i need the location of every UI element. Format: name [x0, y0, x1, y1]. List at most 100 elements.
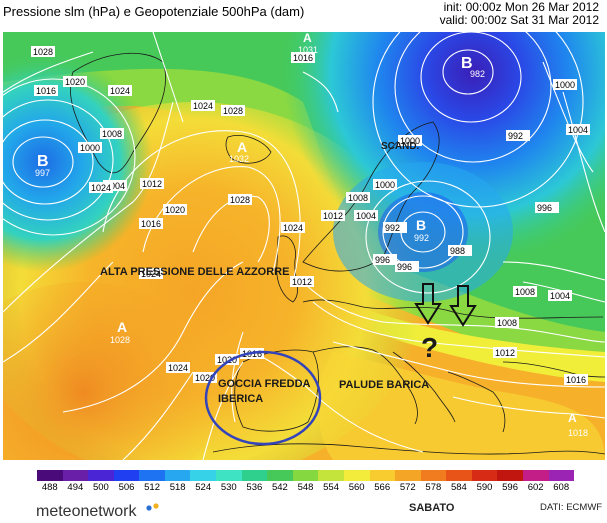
colorbar-swatch: [190, 470, 217, 481]
colorbar-swatch: [139, 470, 165, 481]
colorbar-swatch: [267, 470, 293, 481]
colorbar-tick: 578: [425, 482, 442, 493]
isobar-label: 1004: [550, 291, 570, 301]
iberic-circle: [204, 350, 322, 446]
isobar-label: 1020: [195, 373, 215, 383]
isobar-label: 992: [385, 223, 400, 233]
colorbar-tick: 524: [195, 482, 212, 493]
isobar-label: 992: [508, 131, 523, 141]
isobar-label: 1012: [292, 277, 312, 287]
colorbar-tick: 602: [527, 482, 544, 493]
colorbar-swatch: [497, 470, 523, 481]
meteonetwork-logo: meteonetwork: [36, 503, 137, 520]
isobar-label: 1024: [110, 86, 130, 96]
isobar-label: 996: [537, 203, 552, 213]
colorbar-tick: 488: [41, 482, 58, 493]
center-value: 1028: [110, 335, 130, 345]
center-letter: B: [461, 55, 473, 72]
scand-label: SCAND.: [381, 141, 420, 152]
isobar-label: 1008: [102, 129, 122, 139]
isobar-label: 1024: [141, 269, 161, 279]
colorbar-swatch: [164, 470, 191, 481]
isobar-label: 1012: [323, 211, 343, 221]
greenland-coast: [69, 52, 167, 174]
center-letter: A: [303, 32, 312, 45]
isobar-label: 1016: [566, 375, 586, 385]
isobar-label: 1028: [223, 106, 243, 116]
colorbar-ticks: 488 494 500 506 512 518 524 530 536 542 548 554 560 5…: [37, 482, 574, 494]
center-value: 1032: [229, 154, 249, 164]
center-value: 1018: [568, 428, 588, 438]
colorbar-swatch: [88, 470, 114, 481]
center-value: 992: [414, 233, 429, 243]
isobar-label: 1008: [515, 287, 535, 297]
isobar-label: 1008: [497, 318, 517, 328]
colorbar-tick: 566: [374, 482, 391, 493]
isobar-label: 1024: [168, 363, 188, 373]
isobar-label: 1024: [91, 183, 111, 193]
center-letter: A: [568, 411, 577, 425]
colorbar-swatch: [471, 470, 498, 481]
colorbar-tick: 494: [67, 482, 84, 493]
center-value: 982: [470, 69, 485, 79]
colorbar-swatch: [343, 470, 370, 481]
center-letter: B: [37, 153, 49, 170]
south-yellow-area: [318, 352, 605, 460]
colorbar-swatch: [395, 470, 421, 481]
colorbar-tick: 560: [348, 482, 365, 493]
pressure-centers: A 1032 A 1028 B 982 B 992 B 997 A 1031 A…: [35, 32, 588, 438]
isobar-label: 1008: [348, 193, 368, 203]
isobar-labels: 1028 1020 1016 1008 1000 1004 1024 1024 …: [31, 46, 590, 385]
colorbar-tick: 542: [271, 482, 288, 493]
colorbar-swatch: [522, 470, 549, 481]
isobar-label: 1004: [568, 125, 588, 135]
center-value: 1031: [298, 45, 318, 55]
init-time: init: 00:00z Mon 26 Mar 2012: [443, 0, 599, 14]
colorbar-tick: 572: [399, 482, 416, 493]
iberia-coast: [234, 349, 319, 432]
center-letter: A: [117, 319, 127, 335]
isobar-label: 1000: [80, 143, 100, 153]
data-source: DATI: ECMWF: [540, 502, 603, 513]
question-mark: ?: [421, 332, 438, 363]
palude-label: PALUDE BARICA: [339, 379, 429, 391]
colorbar-tick: 548: [297, 482, 314, 493]
iberic-label-1: GOCCIA FREDDA: [218, 378, 311, 390]
arrow-down-left: [414, 283, 442, 325]
isobar-label: 1020: [65, 77, 85, 87]
colorbar-tick: 512: [144, 482, 160, 493]
colorbar-swatch: [241, 470, 268, 481]
colorbar-swatch: [420, 470, 447, 481]
azores-label: ALTA PRESSIONE DELLE AZZORRE: [100, 266, 289, 278]
colorbar-swatch: [292, 470, 319, 481]
logo-dots-icon: [146, 503, 159, 511]
black-sea-coast: [502, 361, 605, 378]
colorbar-swatch: [216, 470, 242, 481]
colorbar-swatch: [548, 470, 575, 481]
isobar-label: 996: [375, 255, 390, 265]
center-letter: B: [416, 217, 426, 233]
isobar-label: 988: [450, 246, 465, 256]
valid-time: valid: 00:00z Sat 31 Mar 2012: [439, 13, 599, 27]
colorbar-tick: 506: [118, 482, 135, 493]
day-label: SABATO: [409, 502, 455, 514]
isobar-label: 1024: [283, 223, 303, 233]
iceland-coast: [225, 135, 272, 164]
colorbar-tick: 530: [220, 482, 237, 493]
isobar-label: 1020: [165, 205, 185, 215]
isobar-label: 1000: [555, 80, 575, 90]
colorbar-swatch: [62, 470, 89, 481]
colorbar-tick: 608: [553, 482, 570, 493]
south-high-shade: [3, 282, 223, 460]
center-letter: A: [237, 139, 247, 155]
colorbar-tick: 596: [502, 482, 518, 493]
map-title: Pressione slm (hPa) e Geopotenziale 500h…: [3, 4, 305, 19]
colorbar-tick: 500: [92, 482, 109, 493]
weather-map: 1028 1020 1016 1008 1000 1004 1024 1024 …: [3, 32, 605, 460]
arrows: [414, 283, 477, 327]
colorbar-tick: 554: [323, 482, 339, 493]
isobar-label: 1000: [400, 136, 420, 146]
isobar-label: 1016: [293, 53, 313, 63]
isobar-label: 1012: [495, 348, 515, 358]
center-value: 997: [35, 168, 50, 178]
